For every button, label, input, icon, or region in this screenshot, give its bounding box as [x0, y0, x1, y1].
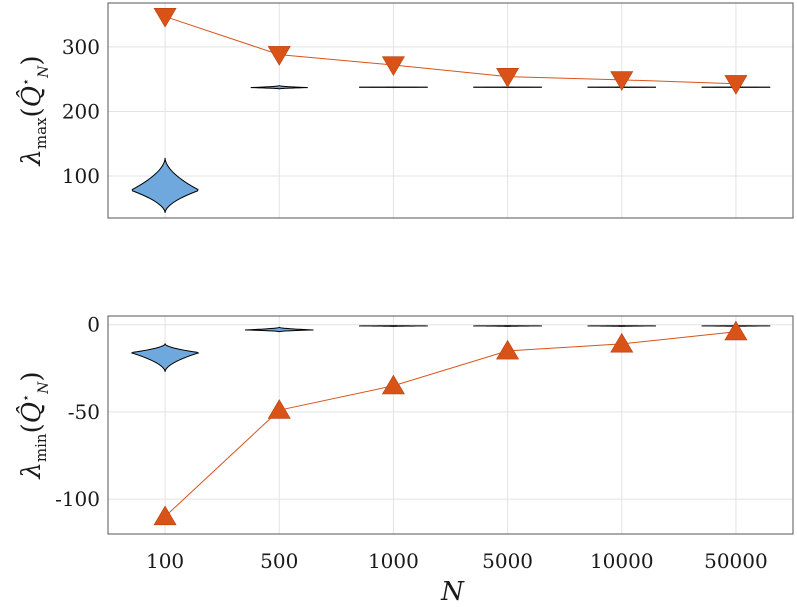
- grid: [108, 316, 793, 534]
- plot-frame: [107, 2, 794, 219]
- x-axis-label: N: [440, 577, 465, 607]
- violin: [130, 342, 200, 372]
- grid: [108, 3, 793, 218]
- series-marker: [724, 320, 748, 341]
- x-tick-label: 1000: [368, 549, 419, 573]
- series-marker: [381, 374, 405, 395]
- violin: [131, 157, 199, 213]
- x-tick-label: 50000: [704, 549, 768, 573]
- chart-bottom-lambda-min: 0 -50 -100 100 500 1000 5000 10000 50000 Nλmin(Q̂…: [16, 313, 794, 607]
- series-marker: [381, 56, 405, 77]
- series-marker: [153, 8, 177, 28]
- series: [153, 320, 748, 526]
- series-marker: [496, 68, 520, 88]
- series-marker: [724, 75, 748, 95]
- y-tick-label: 300: [62, 35, 100, 59]
- x-tick-label: 100: [146, 549, 184, 573]
- series-marker: [153, 505, 177, 526]
- series-marker: [610, 71, 634, 91]
- x-tick-label: 5000: [482, 549, 533, 573]
- y-tick-label: -50: [68, 400, 100, 424]
- y-axis-label: λmax(Q̂⋆N): [16, 55, 52, 166]
- series: [153, 8, 748, 95]
- x-tick-label: 500: [260, 549, 298, 573]
- series-marker: [267, 399, 291, 419]
- y-tick-label: 100: [62, 164, 100, 188]
- chart-top-lambda-max: 100 200 300 λmax(Q̂⋆N): [16, 2, 794, 219]
- violin: [244, 326, 314, 333]
- series-marker: [496, 339, 520, 360]
- x-tick-label: 10000: [590, 549, 654, 573]
- series-marker: [610, 332, 634, 353]
- y-tick-label: 0: [87, 313, 100, 337]
- series-line: [164, 331, 736, 517]
- violins: [130, 325, 771, 372]
- plot-frame: [107, 315, 794, 535]
- y-axis-label: λmin(Q̂⋆N): [16, 371, 52, 479]
- y-tick-label: 200: [62, 99, 100, 123]
- y-tick-label: -100: [55, 487, 100, 511]
- violin: [250, 84, 308, 90]
- series-line: [164, 16, 736, 85]
- series-marker: [267, 46, 291, 66]
- violins: [131, 84, 771, 213]
